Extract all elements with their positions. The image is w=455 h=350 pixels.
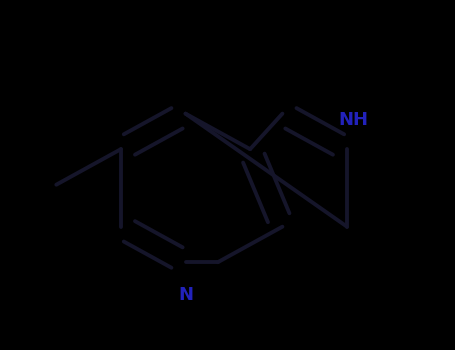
Text: N: N (178, 286, 193, 303)
Text: NH: NH (339, 111, 369, 129)
